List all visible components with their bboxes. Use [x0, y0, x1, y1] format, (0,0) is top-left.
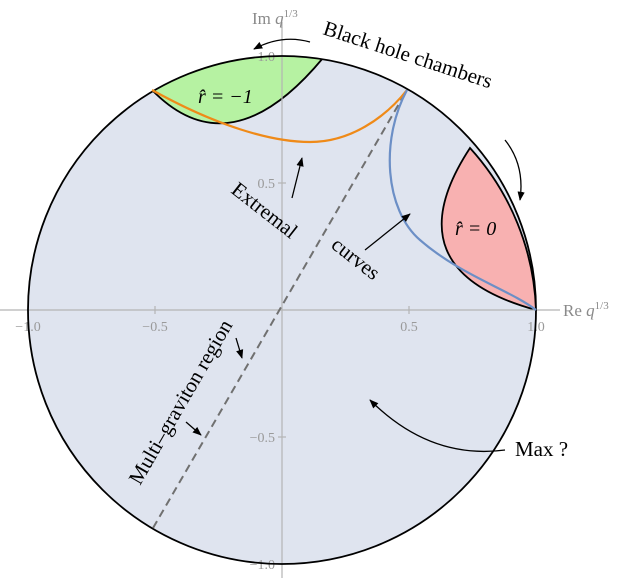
- extremal-curve-orange: [151, 89, 408, 144]
- y-tick-label: 1.0: [258, 50, 276, 65]
- arrow-to-blue-curve: [364, 213, 411, 251]
- arrow-to-green-chamber: [253, 38, 311, 50]
- arrow-to-max: [369, 399, 506, 453]
- chamber-r-minus-1-label: r̂ = −1: [198, 86, 253, 108]
- arrow-to-red-chamber: [504, 139, 525, 201]
- chamber-r-zero-label: r̂ = 0: [455, 218, 496, 240]
- x-tick-label: −0.5: [142, 320, 167, 335]
- arrow-multi-graviton-2: [185, 421, 202, 436]
- arrow-multi-graviton-1: [235, 337, 244, 359]
- y-tick-label: −1.0: [250, 558, 275, 573]
- x-tick-label: 0.5: [400, 320, 418, 335]
- extremal-curve-blue: [388, 89, 537, 311]
- multi-graviton-boundary: [152, 89, 408, 529]
- y-tick-label: −0.5: [250, 431, 275, 446]
- y-tick-label: 0.5: [258, 177, 276, 192]
- max-label: Max ?: [515, 437, 568, 461]
- chamber-r-zero: [440, 146, 536, 312]
- y-axis-label: Im q1/3: [252, 8, 298, 28]
- y-ticks: 1.0 0.5 −0.5 −1.0: [250, 50, 286, 573]
- arrow-to-orange-curve: [291, 157, 304, 199]
- x-axis-label: Re q1/3: [563, 300, 609, 320]
